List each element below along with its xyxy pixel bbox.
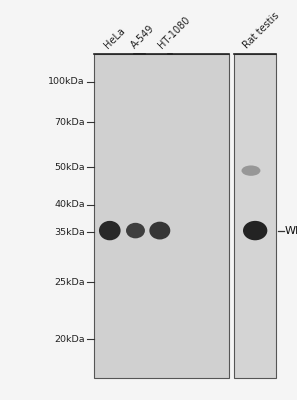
Ellipse shape [241, 166, 260, 176]
Text: 100kDa: 100kDa [48, 77, 85, 86]
FancyBboxPatch shape [94, 54, 229, 378]
Text: HT-1080: HT-1080 [157, 15, 192, 51]
Text: 70kDa: 70kDa [54, 118, 85, 126]
Ellipse shape [99, 221, 121, 240]
Text: HeLa: HeLa [103, 26, 127, 51]
Text: Rat testis: Rat testis [242, 11, 282, 51]
Text: 25kDa: 25kDa [54, 278, 85, 287]
Text: 50kDa: 50kDa [54, 163, 85, 172]
Ellipse shape [243, 221, 267, 240]
Text: 20kDa: 20kDa [54, 335, 85, 344]
Ellipse shape [149, 222, 170, 240]
Text: 35kDa: 35kDa [54, 228, 85, 237]
Text: A-549: A-549 [130, 24, 157, 51]
FancyBboxPatch shape [234, 54, 276, 378]
Text: 40kDa: 40kDa [54, 200, 85, 209]
Ellipse shape [126, 223, 145, 238]
Text: WDR5: WDR5 [285, 226, 297, 236]
